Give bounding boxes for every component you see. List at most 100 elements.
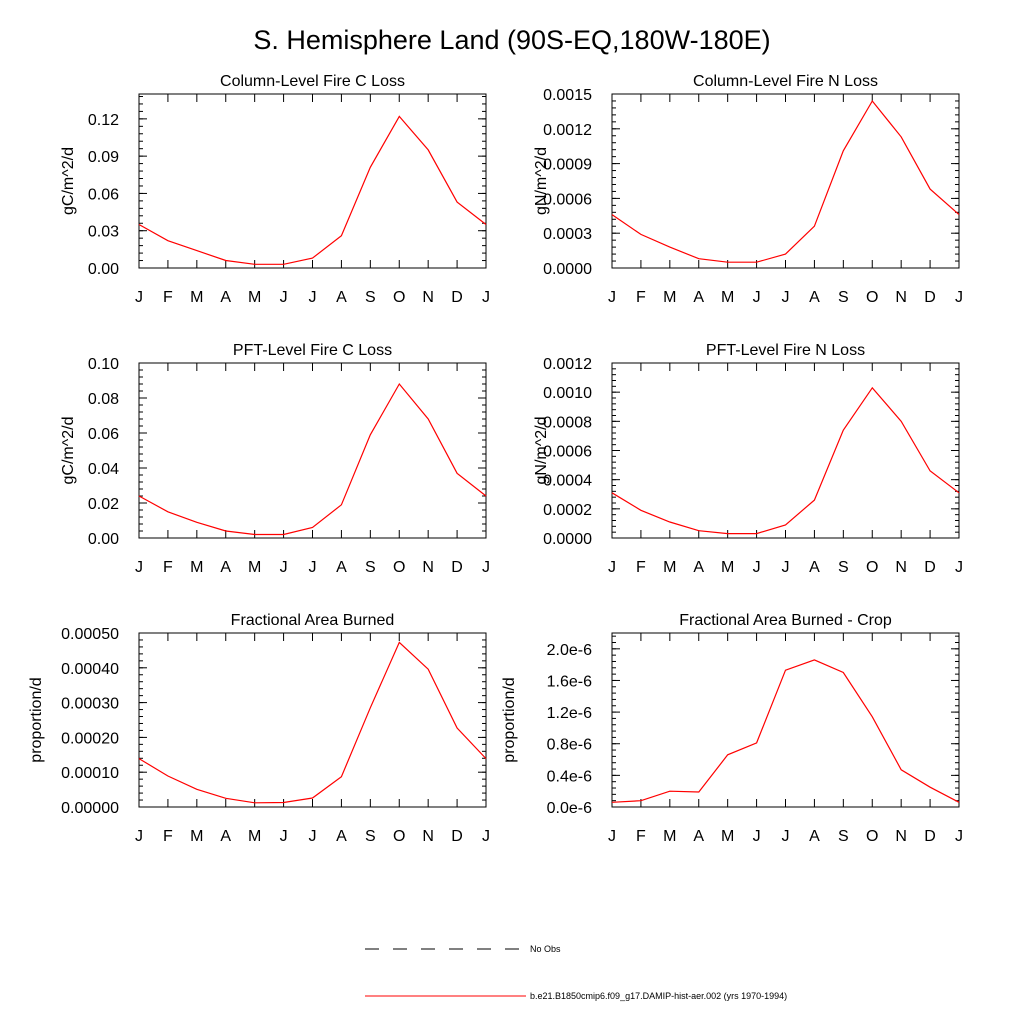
y-tick-label: 0.00030 xyxy=(61,696,119,713)
series-line xyxy=(138,115,487,265)
x-tick-label: J xyxy=(482,289,490,306)
x-tick-label: J xyxy=(753,828,761,845)
x-tick-label: S xyxy=(838,289,849,306)
x-tick-label: J xyxy=(753,559,761,576)
x-tick-label: O xyxy=(866,289,878,306)
x-tick-label: D xyxy=(451,828,463,845)
y-tick-label: 1.6e-6 xyxy=(547,673,592,690)
x-tick-label: F xyxy=(163,828,173,845)
x-tick-label: D xyxy=(924,828,936,845)
figure-legend: No Obs b.e21.B1850cmip6.f09_g17.DAMIP-hi… xyxy=(365,944,787,1001)
x-tick-label: J xyxy=(608,559,616,576)
plot-frame xyxy=(611,93,960,269)
y-tick-label: 2.0e-6 xyxy=(547,642,592,659)
x-tick-label: O xyxy=(393,559,405,576)
x-tick-label: J xyxy=(135,559,143,576)
x-tick-label: A xyxy=(693,559,704,576)
x-tick-label: J xyxy=(782,828,790,845)
y-tick-label: 0.00050 xyxy=(61,626,119,643)
chart-title: Fractional Area Burned - Crop xyxy=(679,612,892,629)
x-tick-label: A xyxy=(220,828,231,845)
x-tick-label: J xyxy=(782,559,790,576)
x-tick-label: J xyxy=(309,289,317,306)
x-tick-label: M xyxy=(663,559,676,576)
y-axis-label: gN/m^2/d xyxy=(533,147,550,215)
x-tick-label: J xyxy=(753,289,761,306)
y-tick-label: 0.03 xyxy=(88,224,119,241)
y-tick-label: 0.0006 xyxy=(543,191,592,208)
y-tick-label: 0.04 xyxy=(88,461,119,478)
x-tick-label: A xyxy=(809,289,820,306)
x-tick-label: N xyxy=(422,559,434,576)
legend-label-no-obs: No Obs xyxy=(530,944,561,954)
y-tick-label: 0.0003 xyxy=(543,226,592,243)
x-tick-label: M xyxy=(190,828,203,845)
y-tick-label: 0.10 xyxy=(88,356,119,373)
chart-title: Column-Level Fire N Loss xyxy=(693,73,878,90)
x-tick-label: J xyxy=(608,828,616,845)
x-tick-label: M xyxy=(721,289,734,306)
x-tick-label: A xyxy=(809,559,820,576)
plot-frame xyxy=(611,362,960,539)
x-tick-label: J xyxy=(955,289,963,306)
y-tick-label: 0.4e-6 xyxy=(547,768,592,785)
y-tick-label: 0.0010 xyxy=(543,385,592,402)
x-tick-label: A xyxy=(220,559,231,576)
y-axis-label: gC/m^2/d xyxy=(60,147,77,215)
x-tick-label: N xyxy=(422,828,434,845)
series-line xyxy=(611,659,960,803)
y-tick-label: 0.0e-6 xyxy=(547,800,592,817)
x-tick-label: A xyxy=(336,828,347,845)
x-tick-label: J xyxy=(955,828,963,845)
y-axis-label: gN/m^2/d xyxy=(533,417,550,485)
x-tick-label: F xyxy=(636,559,646,576)
x-tick-label: M xyxy=(663,289,676,306)
y-tick-label: 0.0004 xyxy=(543,473,592,490)
x-tick-label: A xyxy=(336,559,347,576)
x-tick-label: J xyxy=(135,828,143,845)
y-tick-label: 0.0009 xyxy=(543,157,592,174)
y-tick-label: 0.09 xyxy=(88,149,119,166)
y-tick-label: 0.06 xyxy=(88,426,119,443)
x-tick-label: N xyxy=(895,289,907,306)
x-tick-label: M xyxy=(190,289,203,306)
y-tick-label: 0.0012 xyxy=(543,356,592,373)
x-tick-label: J xyxy=(309,559,317,576)
x-tick-label: M xyxy=(248,828,261,845)
x-tick-label: A xyxy=(693,289,704,306)
y-tick-label: 0.0012 xyxy=(543,122,592,139)
y-tick-label: 0.0008 xyxy=(543,414,592,431)
x-tick-label: F xyxy=(636,828,646,845)
figure-title: S. Hemisphere Land (90S-EQ,180W-180E) xyxy=(253,25,770,55)
x-tick-label: D xyxy=(924,559,936,576)
x-tick-label: D xyxy=(451,289,463,306)
x-tick-label: J xyxy=(280,289,288,306)
y-tick-label: 0.00000 xyxy=(61,800,119,817)
y-tick-label: 0.0002 xyxy=(543,502,592,519)
x-tick-label: M xyxy=(248,289,261,306)
y-tick-label: 0.00040 xyxy=(61,661,119,678)
x-tick-label: N xyxy=(422,289,434,306)
x-tick-label: J xyxy=(280,828,288,845)
x-tick-label: O xyxy=(866,559,878,576)
y-tick-label: 0.02 xyxy=(88,496,119,513)
y-tick-label: 0.0000 xyxy=(543,261,592,278)
x-tick-label: S xyxy=(838,559,849,576)
plot-frame xyxy=(138,362,487,539)
y-tick-label: 0.08 xyxy=(88,391,119,408)
x-tick-label: A xyxy=(336,289,347,306)
y-tick-label: 0.00 xyxy=(88,261,119,278)
x-tick-label: O xyxy=(393,289,405,306)
x-tick-label: J xyxy=(608,289,616,306)
x-tick-label: J xyxy=(309,828,317,845)
x-tick-label: N xyxy=(895,828,907,845)
y-axis-label: gC/m^2/d xyxy=(60,417,77,485)
y-tick-label: 1.2e-6 xyxy=(547,705,592,722)
x-tick-label: M xyxy=(663,828,676,845)
chart-panel-6: Fractional Area Burned - Crop proportion/… xyxy=(501,612,963,845)
x-tick-label: A xyxy=(220,289,231,306)
y-tick-label: 0.00020 xyxy=(61,730,119,747)
